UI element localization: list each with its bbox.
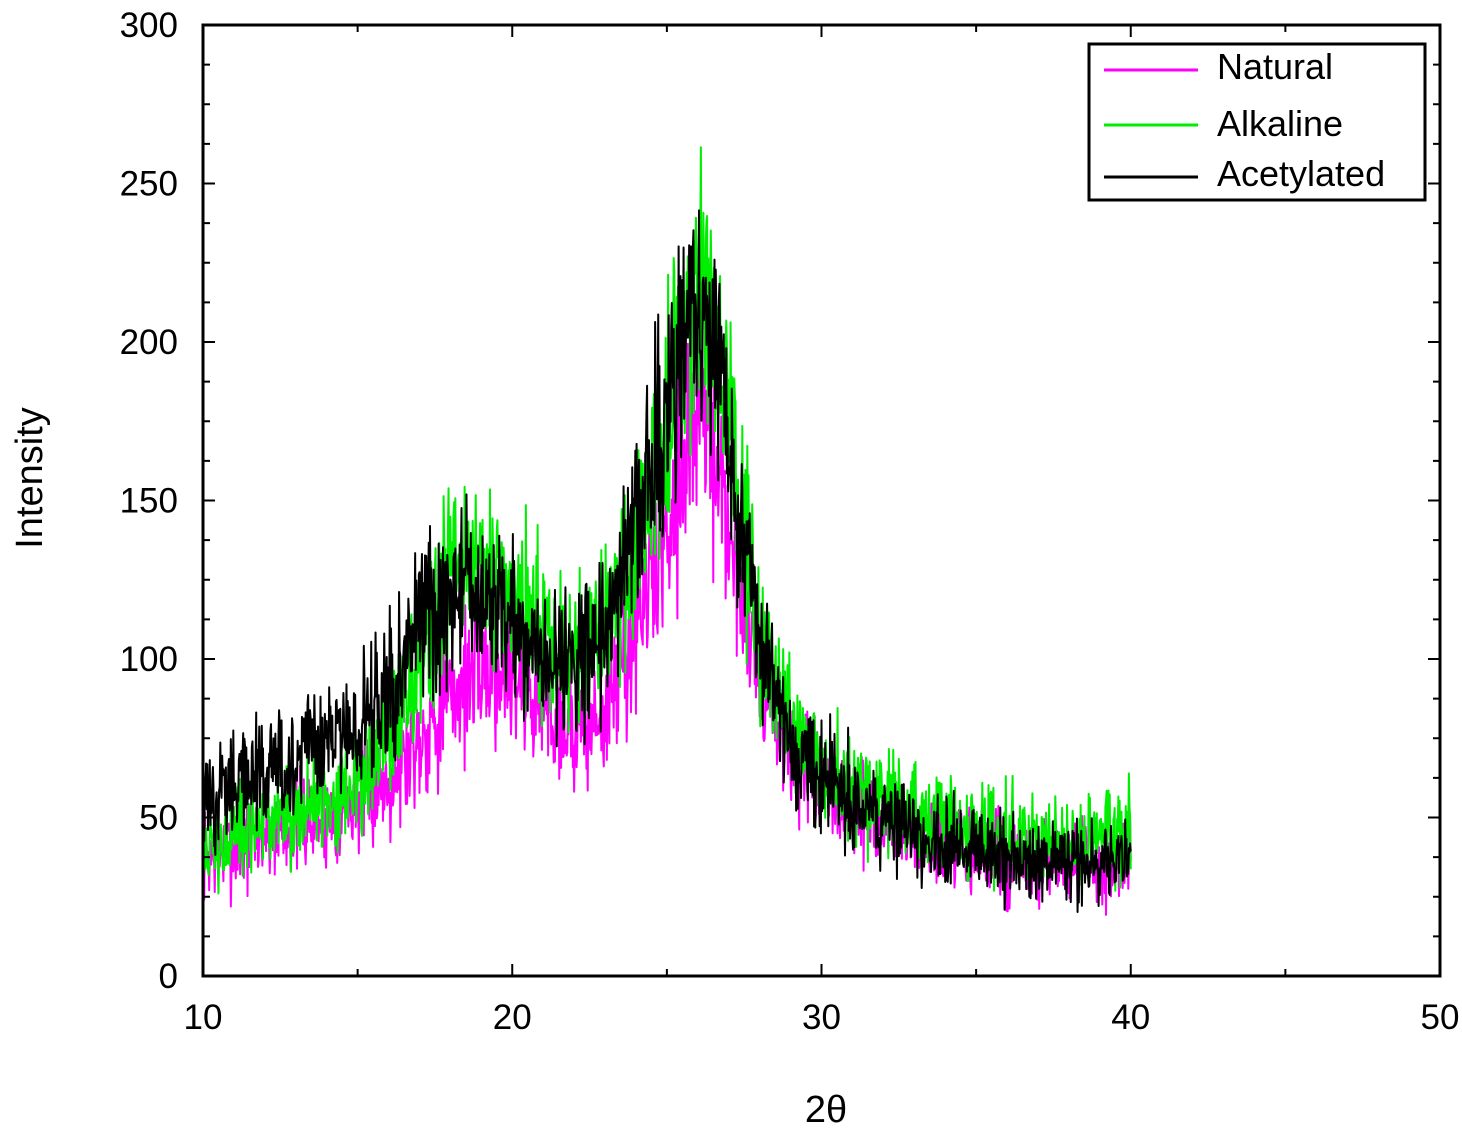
- x-tick-label: 20: [493, 998, 532, 1037]
- x-axis-title: 2θ: [805, 1089, 847, 1131]
- legend-label-acetylated: Acetylated: [1217, 153, 1385, 194]
- y-tick-label: 300: [120, 6, 178, 45]
- y-tick-label: 100: [120, 640, 178, 679]
- series-layer: [202, 146, 1132, 916]
- x-tick-label: 50: [1421, 998, 1460, 1037]
- y-tick-label: 250: [120, 165, 178, 204]
- legend-label-natural: Natural: [1217, 46, 1333, 87]
- tick-layer: 10 20 30 40 50 0 50 100 150 200 250 300: [120, 6, 1460, 1037]
- y-tick-label: 150: [120, 482, 178, 521]
- y-tick-label: 200: [120, 323, 178, 362]
- y-tick-label: 50: [139, 799, 178, 838]
- y-axis-title: Intensity: [9, 407, 51, 549]
- y-tick-label: 0: [159, 957, 178, 996]
- x-tick-label: 30: [802, 998, 841, 1037]
- x-tick-label: 40: [1111, 998, 1150, 1037]
- x-tick-label: 10: [184, 998, 223, 1037]
- legend-label-alkaline: Alkaline: [1217, 103, 1343, 144]
- legend: Natural Alkaline Acetylated: [1087, 42, 1427, 202]
- series-acetylated: [202, 209, 1132, 913]
